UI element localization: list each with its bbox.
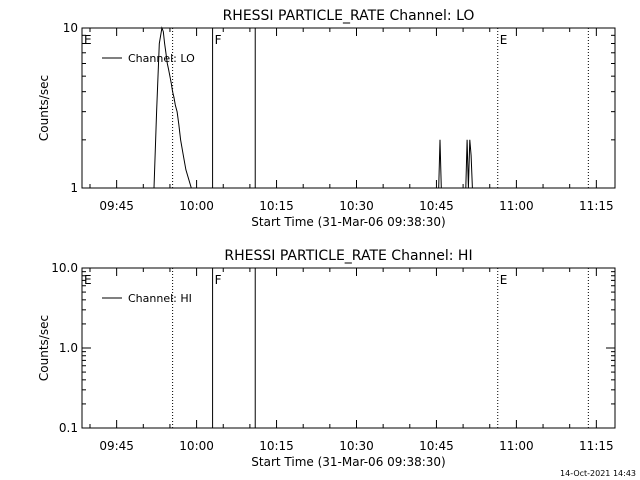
x-tick-label: 10:00	[179, 199, 214, 213]
x-tick-label: 10:45	[419, 199, 454, 213]
event-line-label: E	[500, 273, 508, 287]
y-tick-label: 1	[70, 181, 78, 195]
event-line-label: E	[84, 33, 92, 47]
x-tick-label: 09:45	[99, 439, 134, 453]
legend-label: Channel: HI	[128, 292, 192, 305]
y-tick-label: 0.1	[59, 421, 78, 435]
x-tick-label: 10:30	[339, 199, 374, 213]
x-tick-label: 09:45	[99, 199, 134, 213]
chart-panel-1: RHESSI PARTICLE_RATE Channel: LO Start Ti…	[37, 8, 616, 229]
x-tick-label: 11:15	[579, 199, 614, 213]
x-tick-label: 10:15	[259, 199, 294, 213]
timestamp-label: 14-Oct-2021 14:43	[560, 469, 636, 478]
y-tick-label: 10	[63, 21, 78, 35]
x-tick-label: 10:45	[419, 439, 454, 453]
legend-label: Channel: LO	[128, 52, 195, 65]
series-line-segment	[153, 26, 192, 189]
x-tick-label: 10:00	[179, 439, 214, 453]
plot-frame	[81, 27, 616, 189]
x-tick-label: 11:15	[579, 439, 614, 453]
series-line-segment	[465, 139, 473, 189]
series-line-segment	[438, 139, 442, 189]
event-line-label: E	[84, 273, 92, 287]
y-tick-label: 1.0	[59, 341, 78, 355]
y-axis-label: Counts/sec	[37, 315, 51, 381]
event-line-label: F	[215, 273, 222, 287]
x-tick-label: 11:00	[499, 199, 534, 213]
x-tick-label: 10:30	[339, 439, 374, 453]
chart-panel-2: RHESSI PARTICLE_RATE Channel: HI Start Ti…	[37, 248, 616, 469]
x-axis-label: Start Time (31-Mar-06 09:38:30)	[251, 215, 445, 229]
x-axis-label: Start Time (31-Mar-06 09:38:30)	[251, 455, 445, 469]
event-line-label: E	[500, 33, 508, 47]
x-tick-label: 11:00	[499, 439, 534, 453]
event-line-label: F	[215, 33, 222, 47]
chart-title: RHESSI PARTICLE_RATE Channel: LO	[223, 8, 475, 24]
y-tick-label: 10.0	[51, 261, 78, 275]
y-axis-label: Counts/sec	[37, 75, 51, 141]
x-tick-label: 10:15	[259, 439, 294, 453]
chart-title: RHESSI PARTICLE_RATE Channel: HI	[224, 248, 472, 264]
